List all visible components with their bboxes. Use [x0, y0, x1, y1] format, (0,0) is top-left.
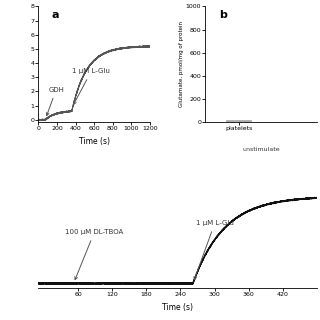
- Text: a: a: [52, 10, 59, 20]
- Text: unstimulate: unstimulate: [242, 147, 280, 152]
- Y-axis label: Glutamate, pmol/mg of protein: Glutamate, pmol/mg of protein: [179, 21, 184, 107]
- Text: GDH: GDH: [46, 87, 64, 116]
- Text: 1 μM L-Glu: 1 μM L-Glu: [194, 220, 234, 280]
- X-axis label: Time (s): Time (s): [162, 303, 193, 312]
- Text: b: b: [219, 10, 227, 20]
- Text: 1 μM L-Glu: 1 μM L-Glu: [72, 68, 110, 104]
- X-axis label: Time (s): Time (s): [79, 137, 109, 146]
- Text: 100 μM DL-TBOA: 100 μM DL-TBOA: [65, 229, 123, 280]
- Bar: [226, 120, 252, 122]
